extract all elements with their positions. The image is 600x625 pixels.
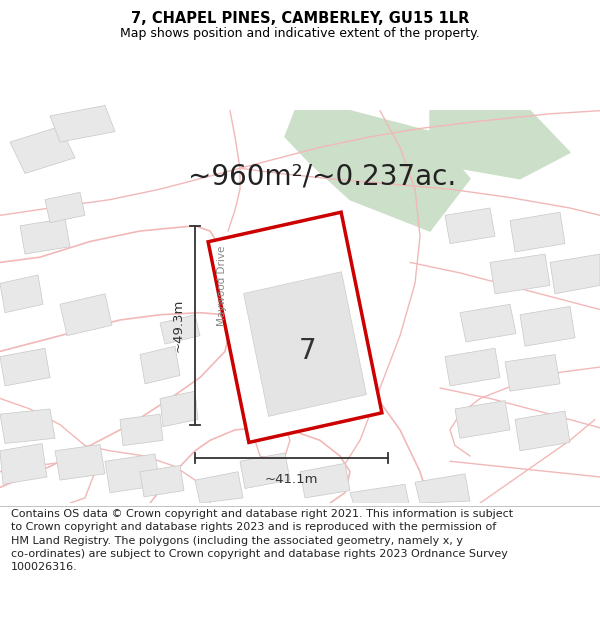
Polygon shape xyxy=(10,126,75,174)
Polygon shape xyxy=(20,219,70,254)
Polygon shape xyxy=(510,213,565,252)
Text: ~960m²/~0.237ac.: ~960m²/~0.237ac. xyxy=(188,162,456,191)
Polygon shape xyxy=(455,401,510,438)
Polygon shape xyxy=(195,472,243,503)
Text: 7: 7 xyxy=(299,338,317,366)
Text: ~49.3m: ~49.3m xyxy=(172,299,185,352)
Polygon shape xyxy=(50,106,115,142)
Text: 7, CHAPEL PINES, CAMBERLEY, GU15 1LR: 7, CHAPEL PINES, CAMBERLEY, GU15 1LR xyxy=(131,11,469,26)
Text: ~41.1m: ~41.1m xyxy=(265,472,318,486)
Polygon shape xyxy=(105,454,160,493)
Polygon shape xyxy=(445,348,500,386)
Polygon shape xyxy=(244,272,367,416)
Polygon shape xyxy=(350,484,410,508)
Polygon shape xyxy=(120,414,163,446)
Polygon shape xyxy=(515,411,570,451)
Polygon shape xyxy=(430,111,570,179)
Polygon shape xyxy=(0,409,55,444)
Polygon shape xyxy=(300,463,350,498)
Polygon shape xyxy=(0,444,47,484)
Polygon shape xyxy=(550,254,600,294)
Polygon shape xyxy=(55,444,105,480)
Polygon shape xyxy=(160,391,198,427)
Polygon shape xyxy=(415,474,470,503)
Polygon shape xyxy=(0,275,43,312)
Polygon shape xyxy=(208,213,382,442)
Polygon shape xyxy=(45,192,85,222)
Polygon shape xyxy=(445,208,495,244)
Polygon shape xyxy=(460,304,516,342)
Polygon shape xyxy=(140,346,180,384)
Polygon shape xyxy=(285,111,470,231)
Text: Contains OS data © Crown copyright and database right 2021. This information is : Contains OS data © Crown copyright and d… xyxy=(11,509,513,572)
Polygon shape xyxy=(520,306,575,346)
Polygon shape xyxy=(140,466,184,497)
Polygon shape xyxy=(160,315,200,344)
Polygon shape xyxy=(490,254,550,294)
Polygon shape xyxy=(0,348,50,386)
Text: Map shows position and indicative extent of the property.: Map shows position and indicative extent… xyxy=(120,27,480,40)
Polygon shape xyxy=(505,354,560,391)
Polygon shape xyxy=(240,453,290,489)
Polygon shape xyxy=(60,294,112,336)
Text: Maywood Drive: Maywood Drive xyxy=(217,245,227,326)
